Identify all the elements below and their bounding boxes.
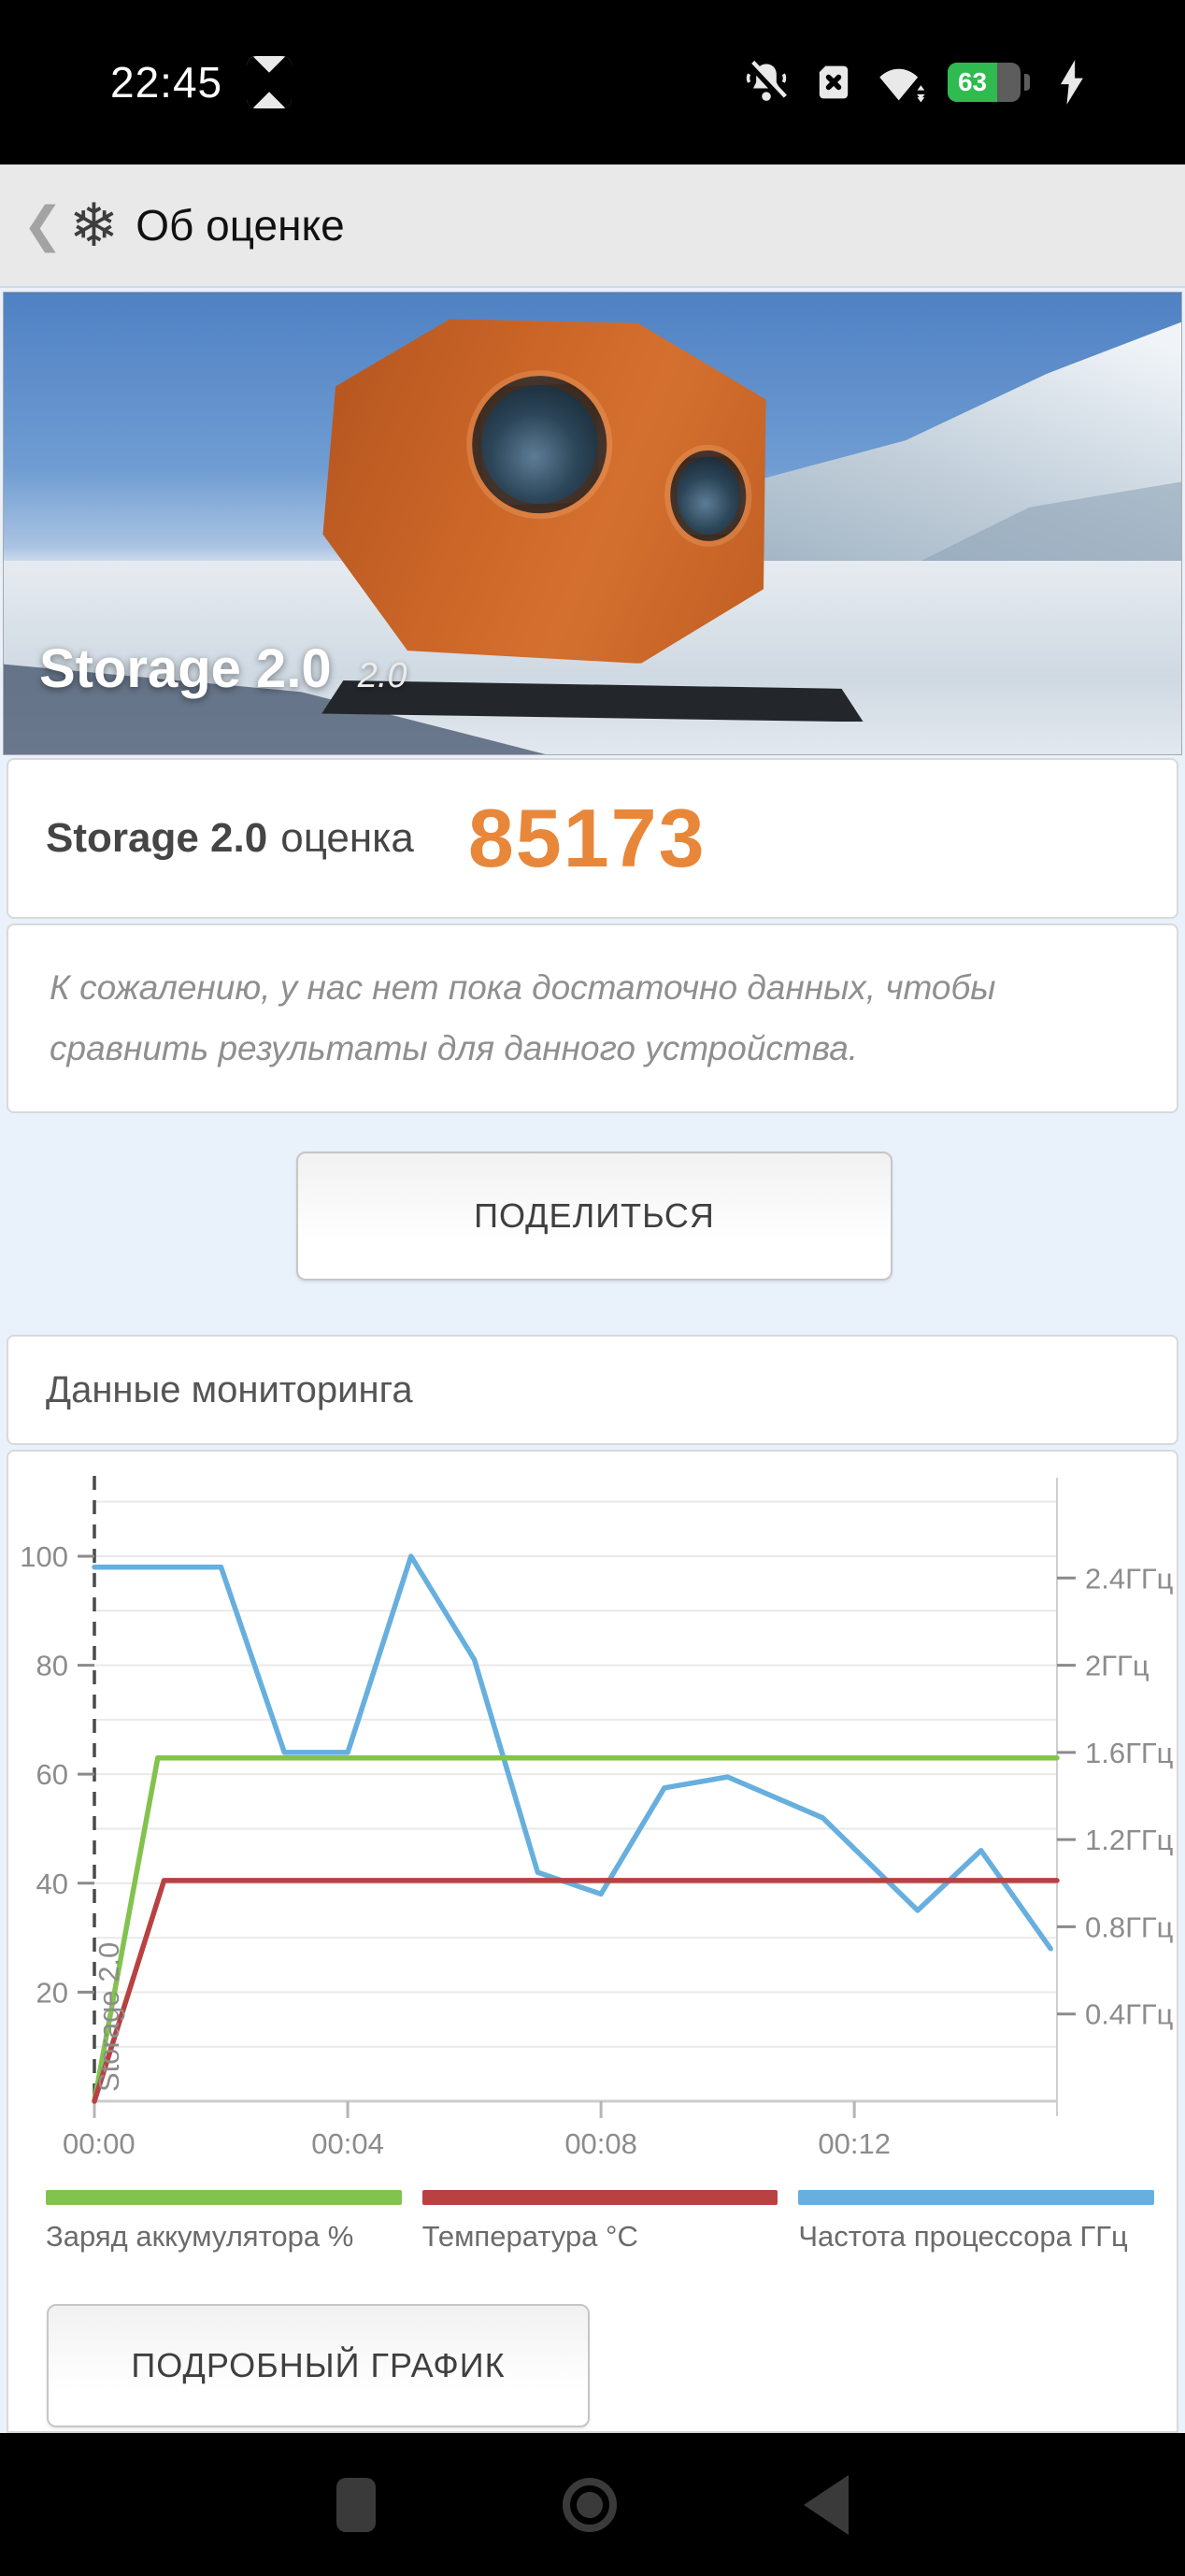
hero-image: Storage 2.0 2.0 — [3, 292, 1182, 755]
sim-blocked-icon — [819, 65, 849, 99]
svg-text:0.4ГГц: 0.4ГГц — [1085, 1998, 1174, 2031]
svg-text:00:12: 00:12 — [818, 2127, 891, 2160]
battery-icon: 63 — [948, 63, 1021, 102]
status-icons: 63 — [742, 58, 1092, 107]
clock: 22:45 — [110, 58, 223, 107]
svg-text:2.4ГГц: 2.4ГГц — [1085, 1562, 1174, 1595]
legend-swatch — [798, 2190, 1155, 2205]
notice-card: К сожалению, у нас нет пока достаточно д… — [7, 923, 1178, 1113]
svg-text:80: 80 — [36, 1650, 68, 1682]
svg-text:40: 40 — [36, 1868, 68, 1900]
android-nav-bar — [0, 2433, 1185, 2576]
legend-item: Температура °C — [421, 2190, 778, 2254]
score-value: 85173 — [467, 792, 707, 884]
legend-swatch — [421, 2190, 778, 2205]
svg-text:1.6ГГц: 1.6ГГц — [1085, 1737, 1174, 1769]
legend-label: Температура °C — [421, 2220, 638, 2253]
monitoring-chart: 20 40 60 80 100 0.4ГГц 0.8ГГц 1.2ГГц 1.6ГГц 2ГГц 2… — [20, 1476, 1174, 2160]
svg-text:00:04: 00:04 — [311, 2127, 384, 2160]
app-header: ❮ ❄ Об оценке — [0, 165, 1185, 288]
legend-label: Частота процессора ГГц — [798, 2220, 1128, 2253]
svg-text:100: 100 — [20, 1540, 68, 1573]
recents-icon[interactable] — [336, 2477, 376, 2532]
detailed-graph-button[interactable]: ПОДРОБНЫЙ ГРАФИК — [47, 2304, 590, 2427]
legend-label: Заряд аккумулятора % — [46, 2220, 354, 2253]
home-icon[interactable] — [563, 2477, 617, 2532]
share-button[interactable]: ПОДЕЛИТЬСЯ — [296, 1152, 892, 1281]
bell-muted-icon — [746, 60, 787, 101]
monitoring-header-card: Данные мониторинга — [7, 1335, 1178, 1445]
svg-text:Storage 2.0: Storage 2.0 — [93, 1942, 125, 2092]
legend-item: Частота процессора ГГц — [798, 2190, 1155, 2254]
status-bar: 22:45 63 — [0, 0, 1185, 165]
hero-caption: Storage 2.0 2.0 — [39, 637, 407, 700]
monitoring-chart-card: 20 40 60 80 100 0.4ГГц 0.8ГГц 1.2ГГц 1.6ГГц 2ГГц 2… — [7, 1450, 1178, 2433]
page-title: Об оценке — [136, 201, 345, 250]
score-label: оценка — [280, 815, 414, 861]
porthole-graphic — [669, 449, 748, 541]
back-icon[interactable]: ❮ — [22, 198, 64, 252]
svg-text:1.2ГГц: 1.2ГГц — [1085, 1824, 1174, 1856]
notice-text: К сожалению, у нас нет пока достаточно д… — [50, 967, 996, 1067]
battery-nub — [1024, 74, 1030, 91]
charging-icon — [1061, 60, 1083, 105]
legend-item: Заряд аккумулятора % — [46, 2190, 402, 2254]
svg-text:60: 60 — [36, 1758, 68, 1791]
svg-text:00:00: 00:00 — [63, 2127, 136, 2160]
battery-percent: 63 — [957, 67, 988, 96]
score-card: Storage 2.0 оценка 85173 — [7, 758, 1178, 919]
score-benchmark-name: Storage 2.0 — [46, 815, 268, 861]
svg-text:20: 20 — [36, 1976, 68, 2009]
back-nav-icon[interactable] — [804, 2474, 849, 2535]
chart-legend: Заряд аккумулятора % Температура °C Частот… — [46, 2190, 1155, 2254]
hero-version: 2.0 — [357, 656, 407, 695]
legend-swatch — [46, 2190, 402, 2205]
svg-text:00:08: 00:08 — [564, 2127, 637, 2160]
notification-app-icon — [247, 56, 293, 108]
snowflake-logo-icon: ❄ — [68, 192, 120, 259]
hero-title: Storage 2.0 — [39, 638, 332, 699]
porthole-graphic — [470, 373, 610, 516]
wifi-icon — [879, 68, 925, 103]
svg-text:0.8ГГц: 0.8ГГц — [1085, 1911, 1174, 1943]
svg-text:2ГГц: 2ГГц — [1085, 1650, 1149, 1682]
monitoring-title: Данные мониторинга — [46, 1368, 413, 1410]
